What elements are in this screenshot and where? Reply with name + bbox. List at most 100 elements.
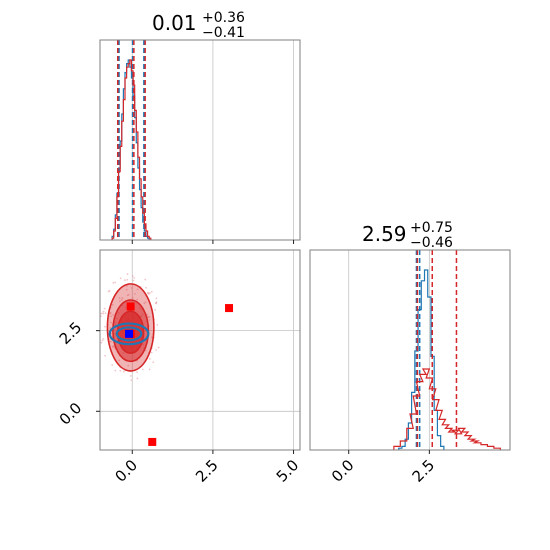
- title-param2: 2.59 +0.75 −0.46: [362, 220, 453, 251]
- x-tick-label: 2.5: [192, 456, 222, 486]
- sample-dot: [152, 361, 155, 364]
- sample-dot: [120, 299, 123, 301]
- sample-dot: [109, 340, 112, 343]
- contour-blue-outer: [108, 322, 150, 346]
- sample-dot: [154, 308, 157, 311]
- histogram-series-red: [111, 59, 152, 240]
- sample-dot: [109, 327, 112, 329]
- sample-dot: [102, 312, 104, 315]
- sample-dot: [144, 301, 147, 304]
- sample-dot: [126, 294, 129, 297]
- param2-histogram-panel: [309, 249, 511, 451]
- sample-dot: [136, 298, 139, 301]
- sample-dot: [147, 292, 149, 295]
- sample-dot: [109, 311, 112, 314]
- sample-dot: [131, 296, 134, 299]
- y-tick-label: 0.0: [56, 399, 86, 429]
- title-param1-minus: −0.41: [202, 25, 245, 41]
- sample-dot: [114, 281, 117, 284]
- marker-point-marker_blue: [125, 329, 134, 338]
- sample-dot: [146, 313, 149, 316]
- sample-dot: [132, 279, 135, 282]
- x-tick-label: 0.0: [328, 456, 358, 486]
- sample-dot: [112, 314, 115, 316]
- sample-dot: [148, 368, 151, 371]
- sample-dot: [143, 302, 146, 305]
- sample-dot: [141, 368, 144, 371]
- sample-dot: [118, 300, 121, 303]
- sample-dot: [131, 275, 134, 277]
- sample-dot: [110, 321, 112, 324]
- sample-dot: [125, 288, 128, 291]
- param1-histogram-panel: [99, 39, 301, 241]
- sample-dot: [119, 369, 122, 372]
- sample-dot: [126, 278, 129, 281]
- histogram-series-red: [393, 368, 501, 450]
- contour-blue-inner: [115, 326, 143, 342]
- sample-dot: [102, 310, 105, 313]
- sample-dot: [104, 312, 107, 315]
- panel-frame: [99, 39, 301, 241]
- sample-dot: [150, 290, 153, 293]
- sample-dot: [125, 285, 128, 287]
- sample-dot: [111, 364, 114, 366]
- x-tick-label: 5.0: [273, 456, 303, 486]
- marker-point-marker_red: [225, 304, 234, 313]
- sample-dot: [102, 338, 105, 340]
- sample-dot: [136, 371, 138, 373]
- sample-dot: [112, 282, 115, 284]
- sample-dot: [136, 288, 139, 291]
- sample-dot: [155, 302, 157, 305]
- x-tick-label: 0.0: [111, 456, 141, 486]
- sample-dot: [119, 277, 122, 280]
- title-param1-plus: +0.36: [202, 10, 245, 26]
- sample-dot: [111, 346, 114, 348]
- panel-frame: [99, 249, 301, 451]
- sample-dot: [145, 286, 147, 289]
- axis-ticks: 0.0 2.5 5.0 0.0 2.5 0.0 2.5: [56, 240, 439, 486]
- sample-dot: [129, 375, 132, 377]
- sample-dot: [111, 303, 114, 306]
- sample-dot: [133, 276, 136, 279]
- sample-dot: [136, 377, 139, 380]
- x-tick-label: 2.5: [409, 456, 439, 486]
- sample-dot: [155, 297, 158, 300]
- sample-dot: [103, 307, 106, 310]
- sample-dot: [130, 286, 133, 289]
- sample-dot: [150, 351, 153, 354]
- sample-dot: [126, 273, 129, 275]
- title-param2-plus: +0.75: [410, 220, 453, 236]
- sample-dot: [108, 289, 111, 292]
- sample-dot: [133, 292, 136, 295]
- sample-dot: [155, 349, 158, 351]
- sample-dot: [104, 325, 106, 328]
- sample-dot: [118, 359, 121, 362]
- sample-dot: [130, 379, 133, 382]
- sample-dot: [144, 278, 147, 281]
- sample-dot: [148, 357, 151, 360]
- joint-scatter-panel: [99, 249, 301, 451]
- title-param1: 0.01 +0.36 −0.41: [152, 10, 245, 41]
- sample-dot: [100, 312, 103, 315]
- sample-dot: [101, 339, 104, 342]
- sample-dot: [148, 319, 151, 321]
- sample-dot: [151, 336, 153, 339]
- sample-dot: [127, 364, 130, 367]
- sample-dot: [121, 297, 124, 299]
- title-param2-minus: −0.46: [410, 235, 453, 251]
- marker-point-marker_red: [126, 302, 135, 311]
- title-param2-median: 2.59: [362, 222, 407, 246]
- histogram-series-blue: [398, 269, 445, 450]
- sample-dot: [118, 297, 121, 299]
- marker-point-marker_red: [148, 437, 157, 446]
- sample-dot: [100, 341, 103, 344]
- panel-frame: [309, 249, 511, 451]
- title-param1-median: 0.01: [152, 11, 197, 35]
- sample-dot: [123, 279, 126, 281]
- sample-dot: [157, 346, 160, 349]
- sample-dot: [156, 323, 159, 326]
- sample-dot: [122, 370, 125, 373]
- y-tick-label: 2.5: [56, 318, 86, 348]
